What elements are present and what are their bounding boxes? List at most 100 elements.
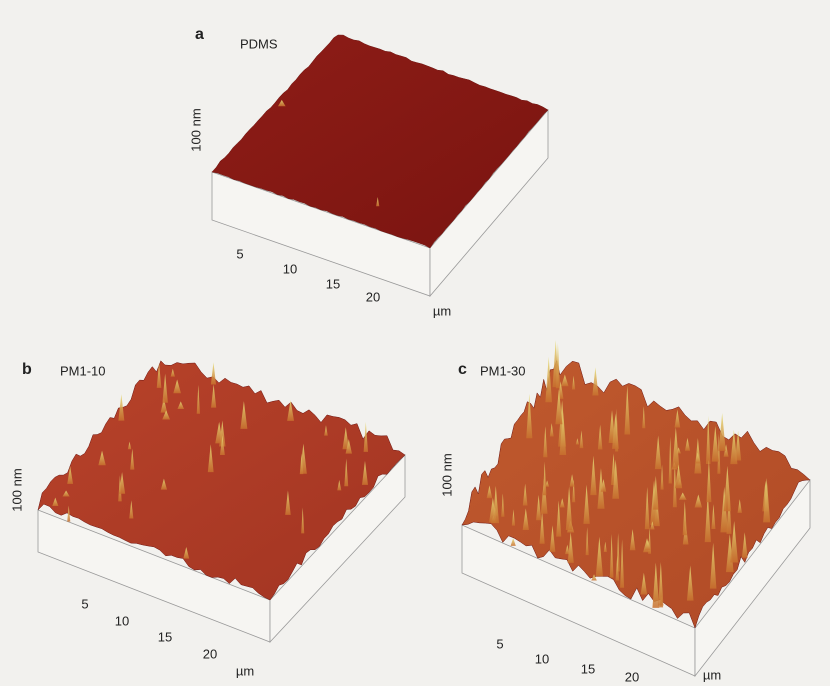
surface-peak <box>156 362 162 388</box>
surface-peak <box>603 541 607 552</box>
surface-peak <box>741 532 748 558</box>
surface-peak <box>652 562 660 608</box>
surface-peak <box>173 379 181 394</box>
surface-peak <box>644 486 650 530</box>
axis-unit: µm <box>433 303 451 318</box>
surface-peak <box>287 400 295 421</box>
surface-peak <box>129 500 134 519</box>
surface-peak <box>215 421 224 444</box>
surface-peak <box>549 423 554 437</box>
surface-peak <box>170 368 175 377</box>
surface-peak <box>545 356 552 403</box>
surface-peak <box>672 427 680 469</box>
surface <box>211 34 549 249</box>
panel-letter: c <box>458 361 467 378</box>
axis-unit: µm <box>703 667 721 682</box>
surface-peak <box>730 520 739 563</box>
surface-peak <box>67 466 74 484</box>
surface-peak <box>706 460 712 503</box>
surface-peak <box>344 458 349 487</box>
surface-peak <box>718 413 726 451</box>
x-tick-label: 15 <box>158 629 172 644</box>
surface-peak <box>763 478 771 523</box>
surface-peak <box>207 444 214 473</box>
surface-peak <box>674 464 683 489</box>
x-tick-label: 5 <box>236 246 243 261</box>
surface-peak <box>160 398 168 413</box>
afm-panel: b PM1-10 100 nm 5 10 15 20 µm <box>9 360 406 678</box>
surface-peak <box>361 460 368 485</box>
surface-peak <box>694 452 701 464</box>
surface-peak <box>555 342 561 389</box>
surface-peak <box>127 441 132 450</box>
surface-peak <box>162 410 171 420</box>
surface <box>37 360 406 601</box>
surface-peak <box>196 384 200 414</box>
surface-peak <box>565 486 573 530</box>
x-tick-label: 5 <box>496 636 503 651</box>
surface-peak <box>737 499 742 513</box>
surface-peak <box>536 495 542 521</box>
surface-peak <box>600 478 607 492</box>
surface-peak <box>694 494 703 508</box>
surface-peak <box>301 507 305 534</box>
surface-peak <box>572 479 576 503</box>
surface-peak <box>629 529 636 551</box>
surface-peak <box>575 438 579 445</box>
x-tick-label: 20 <box>366 289 380 304</box>
surface-peak <box>590 455 597 496</box>
surface-peak <box>571 375 576 390</box>
surface-peak <box>543 426 548 458</box>
surface-peak <box>597 424 603 450</box>
surface-peak <box>658 561 664 606</box>
surface-peak <box>210 362 217 385</box>
panel-letter: a <box>195 26 204 43</box>
surface-peak <box>277 99 286 107</box>
surface-peak <box>595 536 603 577</box>
surface-peak <box>183 546 190 559</box>
surface-peak <box>299 453 304 475</box>
surface-peak <box>130 448 135 470</box>
surface-peak <box>674 409 681 428</box>
x-tick-label: 10 <box>283 261 297 276</box>
surface-peak <box>240 401 248 429</box>
surface-peak <box>522 508 529 530</box>
surface-peak <box>489 497 497 523</box>
surface-peak <box>615 555 620 581</box>
surface-peak <box>704 493 711 543</box>
x-tick-label: 10 <box>535 651 549 666</box>
z-axis-label: 100 nm <box>188 108 203 151</box>
surface-peak <box>612 459 620 499</box>
afm-panel: a PDMS 100 nm 5 10 15 20 µm <box>188 26 549 318</box>
surface-peak <box>561 374 569 387</box>
x-tick-label: 15 <box>326 276 340 291</box>
surface-peak <box>285 490 291 515</box>
surface-peak <box>660 464 664 490</box>
surface-peak <box>539 511 545 544</box>
box-wall <box>269 453 406 644</box>
surface-peak <box>486 485 493 499</box>
surface-peak <box>686 565 694 601</box>
surface-peak <box>730 429 738 465</box>
surface-peak <box>583 484 590 524</box>
surface-peak <box>555 389 563 425</box>
surface-peak <box>549 525 556 552</box>
surface-peak <box>342 427 350 450</box>
panel-title: PM1-30 <box>480 363 526 378</box>
x-tick-label: 10 <box>115 613 129 628</box>
surface-peak <box>725 534 734 573</box>
surface-peak <box>709 542 717 589</box>
x-tick-label: 5 <box>81 596 88 611</box>
z-axis-label: 100 nm <box>9 468 24 511</box>
surface-peak <box>726 491 732 534</box>
surface-peak <box>556 500 562 537</box>
surface-peak <box>620 539 625 588</box>
surface-peak <box>177 401 185 410</box>
surface-peak <box>511 509 516 526</box>
panel-letter: b <box>22 361 32 378</box>
surface-peak <box>510 538 516 546</box>
surface-peak <box>705 415 711 464</box>
surface-peak <box>591 574 597 581</box>
surface-peak <box>324 425 328 436</box>
